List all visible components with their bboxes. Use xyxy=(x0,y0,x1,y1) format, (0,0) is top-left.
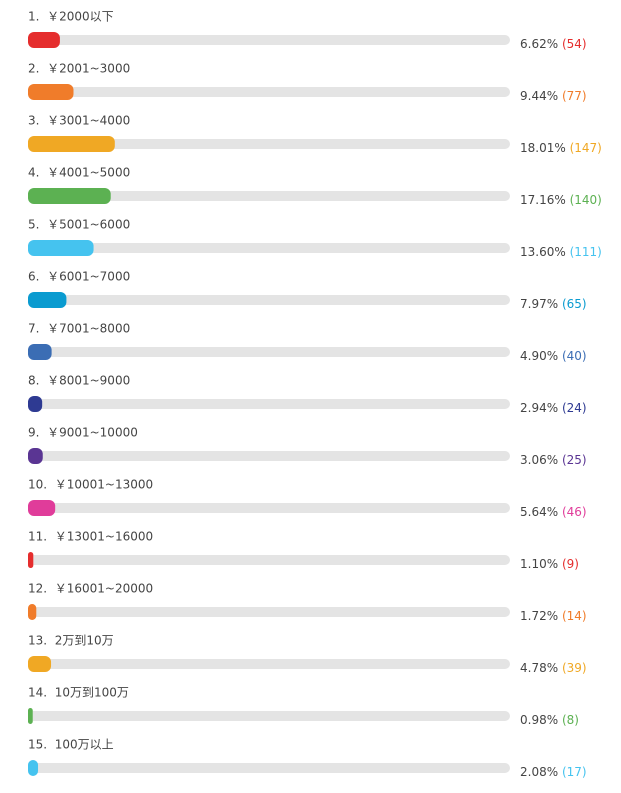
category-label: 4. ￥4001~5000 xyxy=(28,166,130,180)
bar xyxy=(28,292,67,308)
bar xyxy=(28,396,43,412)
bar-track xyxy=(28,191,510,201)
count-label: (77) xyxy=(562,89,587,103)
count-label: (25) xyxy=(562,453,587,467)
bar-track xyxy=(28,763,510,773)
count-label: (54) xyxy=(562,37,587,51)
bar xyxy=(28,188,111,204)
category-label: 7. ￥7001~8000 xyxy=(28,322,130,336)
bar xyxy=(28,32,60,48)
bar-track xyxy=(28,711,510,721)
category-label: 1. ￥2000以下 xyxy=(28,10,114,24)
percent-label: 1.72% xyxy=(520,609,558,623)
bar-track xyxy=(28,139,510,149)
value-label: 3.06% (25) xyxy=(520,453,587,467)
percent-label: 3.06% xyxy=(520,453,558,467)
value-label: 18.01% (147) xyxy=(520,141,602,155)
bar-track xyxy=(28,347,510,357)
count-label: (65) xyxy=(562,297,587,311)
bar xyxy=(28,708,33,724)
count-label: (17) xyxy=(562,765,587,779)
bar-track xyxy=(28,295,510,305)
count-label: (24) xyxy=(562,401,587,415)
value-label: 5.64% (46) xyxy=(520,505,587,519)
value-label: 4.78% (39) xyxy=(520,661,587,675)
bar-track xyxy=(28,555,510,565)
percent-label: 18.01% xyxy=(520,141,566,155)
category-label: 12. ￥16001~20000 xyxy=(28,582,153,596)
bar-track xyxy=(28,243,510,253)
bar-track xyxy=(28,503,510,513)
percent-label: 17.16% xyxy=(520,193,566,207)
value-label: 0.98% (8) xyxy=(520,713,579,727)
category-label: 10. ￥10001~13000 xyxy=(28,478,153,492)
value-label: 2.08% (17) xyxy=(520,765,587,779)
percent-label: 6.62% xyxy=(520,37,558,51)
bar xyxy=(28,448,43,464)
bar-track xyxy=(28,659,510,669)
category-label: 15. 100万以上 xyxy=(28,738,114,752)
count-label: (8) xyxy=(562,713,579,727)
count-label: (39) xyxy=(562,661,587,675)
value-label: 6.62% (54) xyxy=(520,37,587,51)
percent-label: 5.64% xyxy=(520,505,558,519)
bar-track xyxy=(28,451,510,461)
bar xyxy=(28,240,94,256)
category-label: 14. 10万到100万 xyxy=(28,686,129,700)
bar-track xyxy=(28,399,510,409)
bar-track xyxy=(28,35,510,45)
value-label: 17.16% (140) xyxy=(520,193,602,207)
bar xyxy=(28,500,56,516)
bar xyxy=(28,84,74,100)
value-label: 1.10% (9) xyxy=(520,557,579,571)
percent-label: 1.10% xyxy=(520,557,558,571)
category-label: 3. ￥3001~4000 xyxy=(28,114,130,128)
bar xyxy=(28,760,39,776)
value-label: 2.94% (24) xyxy=(520,401,587,415)
count-label: (40) xyxy=(562,349,587,363)
category-label: 11. ￥13001~16000 xyxy=(28,530,153,544)
value-label: 13.60% (111) xyxy=(520,245,602,259)
bar xyxy=(28,552,34,568)
bar-track xyxy=(28,87,510,97)
bar xyxy=(28,604,37,620)
bar-track xyxy=(28,607,510,617)
value-label: 7.97% (65) xyxy=(520,297,587,311)
percent-label: 2.94% xyxy=(520,401,558,415)
count-label: (46) xyxy=(562,505,587,519)
bar xyxy=(28,344,52,360)
percent-label: 4.78% xyxy=(520,661,558,675)
category-label: 5. ￥5001~6000 xyxy=(28,218,130,232)
count-label: (111) xyxy=(570,245,602,259)
percent-label: 7.97% xyxy=(520,297,558,311)
category-label: 13. 2万到10万 xyxy=(28,634,114,648)
category-label: 6. ￥6001~7000 xyxy=(28,270,130,284)
percent-label: 9.44% xyxy=(520,89,558,103)
percent-label: 2.08% xyxy=(520,765,558,779)
percent-label: 4.90% xyxy=(520,349,558,363)
bar xyxy=(28,656,52,672)
bar xyxy=(28,136,115,152)
percent-label: 0.98% xyxy=(520,713,558,727)
count-label: (147) xyxy=(570,141,602,155)
category-label: 8. ￥8001~9000 xyxy=(28,374,130,388)
count-label: (9) xyxy=(562,557,579,571)
value-label: 4.90% (40) xyxy=(520,349,587,363)
count-label: (140) xyxy=(570,193,602,207)
count-label: (14) xyxy=(562,609,587,623)
category-label: 9. ￥9001~10000 xyxy=(28,426,138,440)
value-label: 9.44% (77) xyxy=(520,89,587,103)
value-label: 1.72% (14) xyxy=(520,609,587,623)
percent-label: 13.60% xyxy=(520,245,566,259)
category-label: 2. ￥2001~3000 xyxy=(28,62,130,76)
